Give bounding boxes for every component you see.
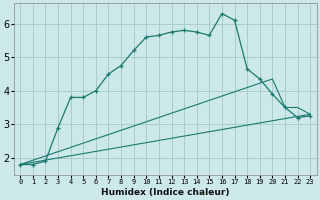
X-axis label: Humidex (Indice chaleur): Humidex (Indice chaleur)	[101, 188, 229, 197]
